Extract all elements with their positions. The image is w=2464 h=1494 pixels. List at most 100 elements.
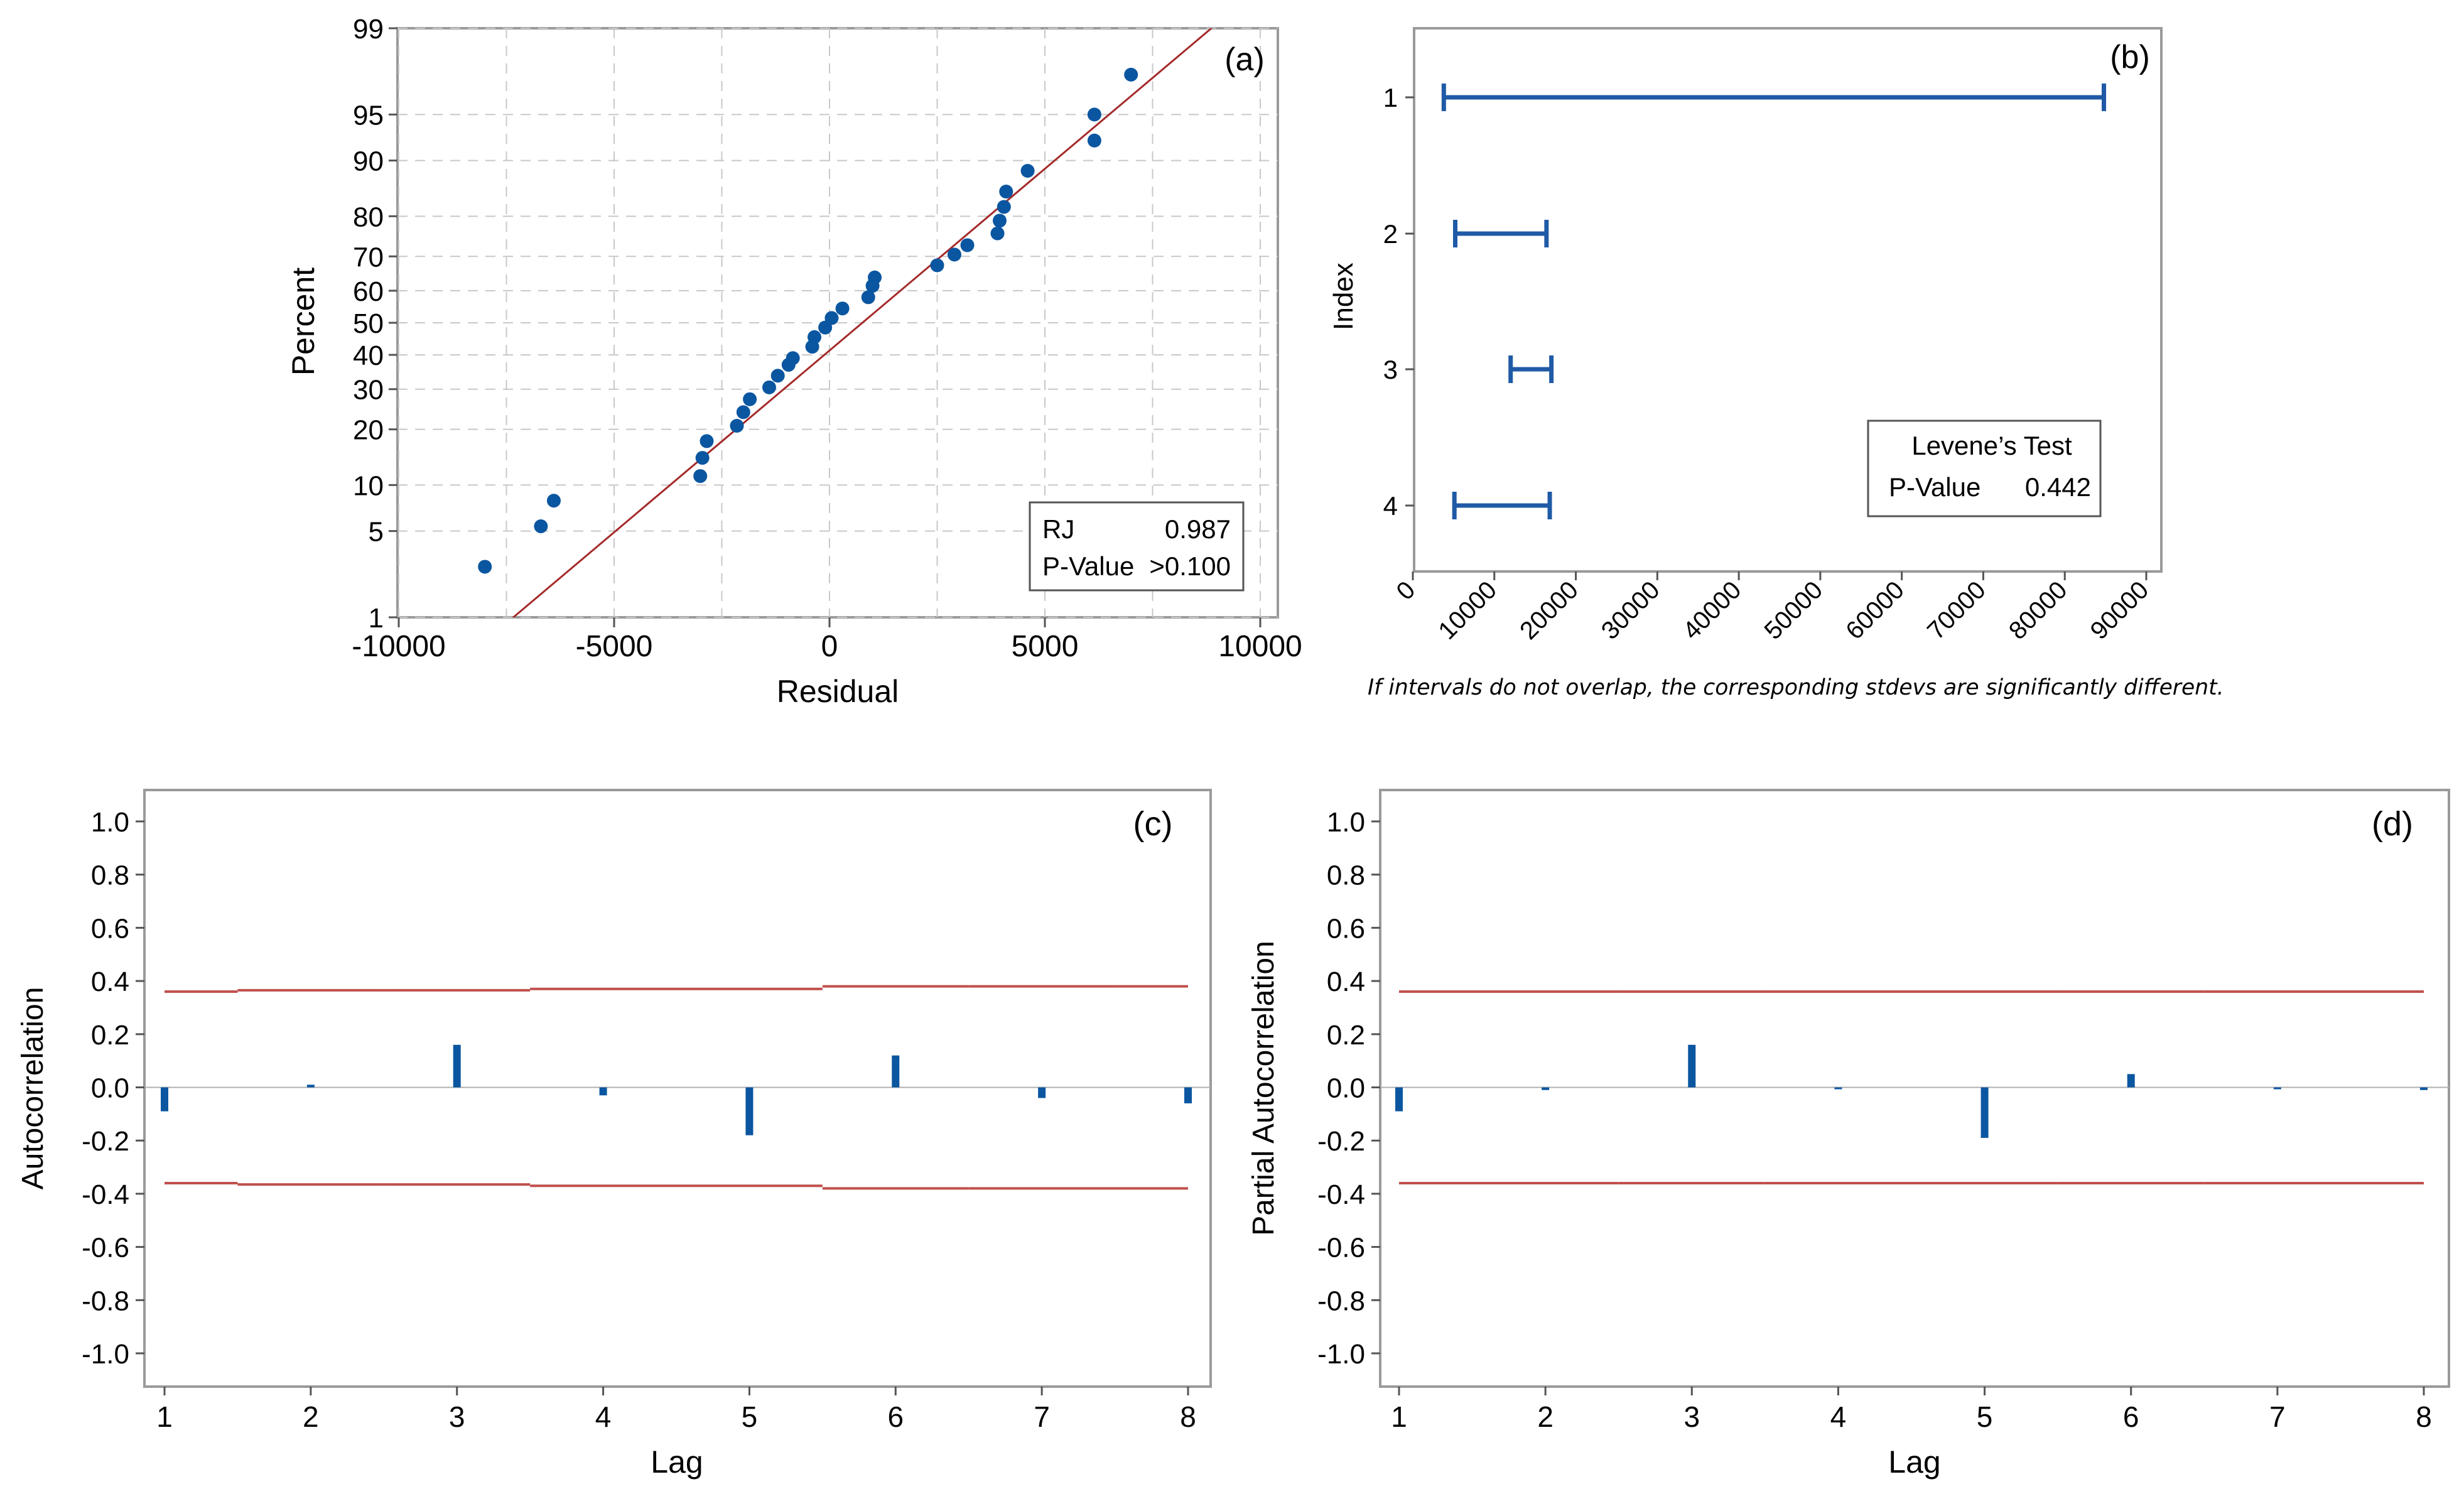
panel-d-y-tick-label: 0.2	[1327, 1020, 1365, 1051]
panel-c-y-tick-label: 0.4	[91, 966, 129, 997]
panel-c-bar	[1184, 1087, 1192, 1103]
panel-b-x-ticks: 0 10000 20000 30000 40000 50000 60000 70000 8000…	[1391, 571, 2154, 645]
panel-b: 1 2 3 4 0 10000 20000 30000 40000 50000 60000 7000…	[1328, 27, 2224, 700]
panel-a-stat-value-rj: 0.987	[1165, 514, 1231, 544]
panel-b-y-axis-label: Index	[1328, 263, 1359, 330]
panel-d-x-tick-label: 1	[1391, 1400, 1407, 1433]
panel-a-y-tick-label: 50	[353, 308, 384, 339]
panel-c: 1.0 0.8 0.6 0.4 0.2 0.0 -0.2 -0.4 -0.6 -0.8 -1.0 1…	[16, 789, 1212, 1480]
panel-d-x-tick-label: 5	[1977, 1400, 1993, 1433]
panel-b-levene-title: Levene’s Test	[1911, 431, 2072, 460]
panel-d-limit-lines	[1399, 990, 2424, 1184]
panel-a-point	[824, 311, 839, 325]
panel-a-x-tick-label: 10000	[1218, 630, 1302, 663]
panel-a-point	[743, 392, 757, 406]
panel-d-x-tick-label: 8	[2416, 1400, 2432, 1433]
panel-d-bar	[1542, 1087, 1550, 1090]
panel-c-bar	[745, 1087, 754, 1135]
panel-b-x-tick-label: 40000	[1678, 576, 1747, 645]
panel-d-y-tick-label: 1.0	[1327, 807, 1365, 838]
panel-a-point	[1020, 164, 1035, 178]
panel-d-y-tick-label: 0.8	[1327, 860, 1365, 891]
panel-a-point	[999, 185, 1013, 199]
panel-d-y-tick-label: -0.4	[1317, 1179, 1365, 1210]
panel-c-x-tick-label: 6	[887, 1400, 904, 1433]
panel-b-label: (b)	[2110, 39, 2150, 75]
panel-d-x-tick-label: 6	[2123, 1400, 2139, 1433]
panel-a-stats-box: RJ 0.987 P-Value >0.100	[1029, 501, 1245, 592]
panel-a-point	[990, 226, 1005, 241]
panel-c-limit-lines	[165, 985, 1188, 1190]
panel-c-x-tick-label: 5	[742, 1400, 758, 1433]
panel-a-point	[478, 560, 492, 574]
panel-d-x-tick-label: 2	[1537, 1400, 1554, 1433]
panel-a-point	[762, 380, 776, 394]
panel-a-stat-label-pvalue: P-Value	[1042, 551, 1134, 581]
panel-c-bar	[599, 1087, 607, 1096]
panel-c-y-tick-label: 0.8	[91, 860, 129, 891]
panel-c-x-tick-label: 7	[1034, 1400, 1050, 1433]
panel-a-x-tick-label: 5000	[1012, 630, 1079, 663]
panel-c-x-tick-label: 8	[1180, 1400, 1196, 1433]
panel-b-x-tick-label: 70000	[1922, 576, 1991, 645]
panel-d-x-axis-label: Lag	[1888, 1444, 1940, 1480]
panel-d-y-tick-label: -0.2	[1317, 1126, 1365, 1157]
panel-a-point	[807, 330, 821, 344]
panel-a-point	[861, 290, 875, 305]
panel-b-levene-pvalue: 0.442	[2025, 472, 2091, 502]
panel-b-y-tick-label: 3	[1383, 355, 1398, 384]
panel-a-point	[730, 418, 744, 433]
panel-a-point	[534, 519, 548, 534]
panel-b-x-tick-label: 30000	[1596, 576, 1665, 645]
panel-b-intervals	[1441, 84, 2107, 519]
panel-b-y-tick-label: 2	[1383, 219, 1398, 249]
panel-d-y-tick-label: 0.0	[1327, 1073, 1365, 1104]
panel-d-bar	[1688, 1044, 1696, 1088]
panel-a-point	[546, 494, 561, 508]
panel-c-x-tick-label: 1	[156, 1400, 173, 1433]
panel-b-levene-box: Levene’s Test P-Value 0.442	[1867, 420, 2102, 517]
panel-c-bars	[161, 1044, 1192, 1135]
panel-c-x-ticks: 1 2 3 4 5 6 7 8	[156, 1387, 1196, 1433]
panel-d-y-tick-label: 0.6	[1327, 913, 1365, 944]
panel-c-frame	[143, 789, 1212, 1388]
panel-c-bar	[892, 1055, 900, 1088]
panel-b-x-tick-label: 20000	[1515, 576, 1584, 645]
panel-b-x-tick-label: 0	[1391, 576, 1421, 605]
panel-b-x-tick-label: 10000	[1433, 576, 1502, 645]
panel-c-y-tick-label: -0.8	[82, 1286, 129, 1316]
panel-d-bar	[1980, 1087, 1989, 1138]
panel-a-stat-value-pvalue: >0.100	[1149, 551, 1231, 581]
panel-c-x-tick-label: 4	[595, 1400, 612, 1433]
panel-b-footnote: If intervals do not overlap, the corresp…	[1368, 675, 2224, 700]
panel-d-y-tick-label: 0.4	[1327, 966, 1365, 997]
panel-a-point	[770, 369, 785, 383]
panel-a-stats-box-frame	[1029, 501, 1245, 592]
panel-a-point	[693, 469, 708, 484]
panel-a-y-tick-label: 60	[353, 276, 384, 307]
panel-c-bar	[453, 1044, 461, 1088]
panel-d-bar	[2127, 1074, 2135, 1088]
panel-c-y-tick-label: -0.6	[82, 1233, 129, 1264]
panel-a-x-axis-label: Residual	[777, 674, 899, 709]
panel-d-x-ticks: 1 2 3 4 5 6 7 8	[1391, 1387, 2432, 1433]
panel-a-point	[947, 247, 961, 262]
panel-a-point	[997, 200, 1011, 214]
panel-d-bars	[1395, 1044, 2428, 1138]
panel-a-y-tick-label: 90	[353, 146, 384, 177]
panel-a-label: (a)	[1224, 41, 1265, 78]
panel-a-point	[930, 258, 944, 273]
panel-b-y-tick-label: 1	[1383, 83, 1398, 112]
panel-b-y-tick-label: 4	[1383, 491, 1398, 521]
panel-a-point	[992, 214, 1007, 228]
panel-b-x-tick-label: 50000	[1759, 576, 1828, 645]
panel-c-y-tick-label: 0.2	[91, 1020, 129, 1051]
panel-a-stat-label-rj: RJ	[1042, 514, 1074, 544]
panel-c-bar	[1038, 1087, 1046, 1098]
panel-a-point	[1087, 133, 1101, 148]
panel-a-y-tick-label: 70	[353, 242, 384, 273]
panel-d-y-tick-label: -0.8	[1317, 1286, 1365, 1316]
panel-a-point	[960, 238, 975, 252]
